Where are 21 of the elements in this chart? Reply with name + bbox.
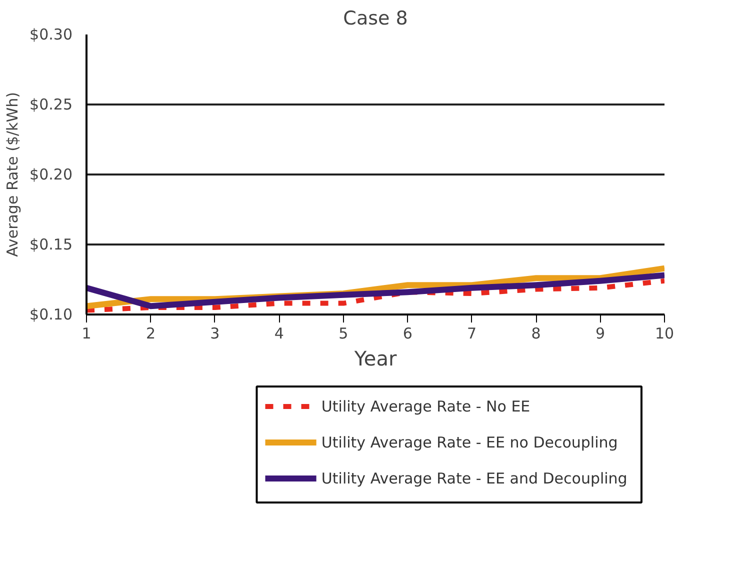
chart-title: Case 8 (343, 8, 408, 30)
legend-label: Utility Average Rate - EE no Decoupling (321, 434, 618, 452)
x-tick-label: 3 (210, 324, 220, 342)
y-tick-label: $0.25 (30, 96, 73, 114)
y-tick-label: $0.30 (30, 26, 73, 44)
legend-label: Utility Average Rate - EE and Decoupling (321, 470, 628, 488)
x-tick-label: 4 (274, 324, 284, 342)
x-tick-label: 2 (146, 324, 156, 342)
x-tick-label: 10 (654, 324, 674, 342)
legend-label: Utility Average Rate - No EE (321, 398, 530, 416)
x-tick-label: 9 (596, 324, 606, 342)
x-axis-title: Year (353, 346, 398, 370)
x-tick-label: 1 (82, 324, 92, 342)
y-tick-label: $0.15 (30, 236, 73, 254)
x-tick-label: 5 (338, 324, 348, 342)
x-tick-label: 7 (467, 324, 477, 342)
x-tick-label: 8 (531, 324, 541, 342)
x-tick-label: 6 (402, 324, 412, 342)
y-tick-label: $0.20 (30, 166, 73, 184)
y-axis-title: Average Rate ($/kWh) (4, 92, 22, 257)
y-tick-label: $0.10 (30, 306, 73, 324)
